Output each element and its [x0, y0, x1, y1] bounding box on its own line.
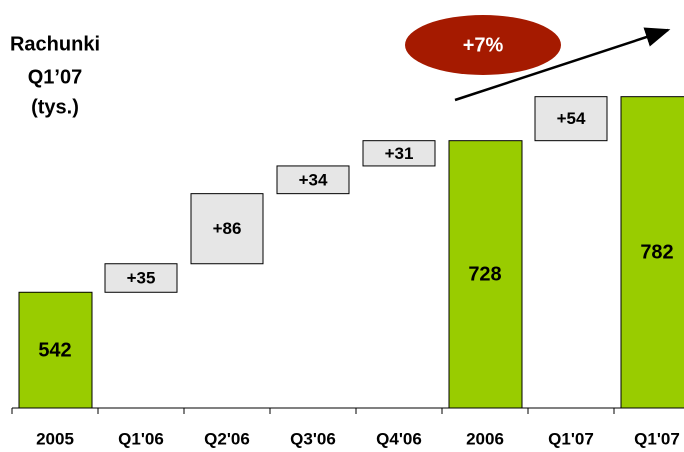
annotation-badge	[405, 15, 561, 75]
value-label: +31	[385, 144, 414, 163]
delta-box	[534, 96, 608, 142]
chart-title: (tys.)	[31, 96, 79, 118]
delta-box	[276, 165, 350, 195]
value-label: +34	[299, 170, 328, 189]
trend-arrow	[454, 27, 671, 102]
total-bar	[18, 291, 93, 409]
value-label: 782	[640, 242, 673, 264]
x-tick-label: 2005	[36, 429, 74, 448]
delta-box	[362, 140, 436, 167]
value-label: +54	[557, 109, 586, 128]
x-tick-label: Q3'06	[290, 429, 336, 448]
chart-title: Q1’07	[28, 66, 82, 88]
delta-box	[190, 193, 264, 265]
total-bar	[448, 140, 523, 409]
x-tick-label: Q4'06	[376, 429, 422, 448]
annotation: +7%	[463, 34, 504, 56]
value-label: +86	[213, 219, 242, 238]
x-tick-label: Q1'07	[548, 429, 594, 448]
total-bar	[620, 96, 684, 409]
delta-box	[104, 263, 178, 293]
value-label: 542	[38, 339, 71, 361]
chart-title: Rachunki	[10, 33, 100, 55]
x-tick-label: Q1'07	[634, 429, 680, 448]
x-tick-label: Q2'06	[204, 429, 250, 448]
value-label: 728	[468, 264, 501, 286]
x-tick-label: Q1'06	[118, 429, 164, 448]
value-label: +35	[127, 268, 156, 287]
x-tick-label: 2006	[466, 429, 504, 448]
